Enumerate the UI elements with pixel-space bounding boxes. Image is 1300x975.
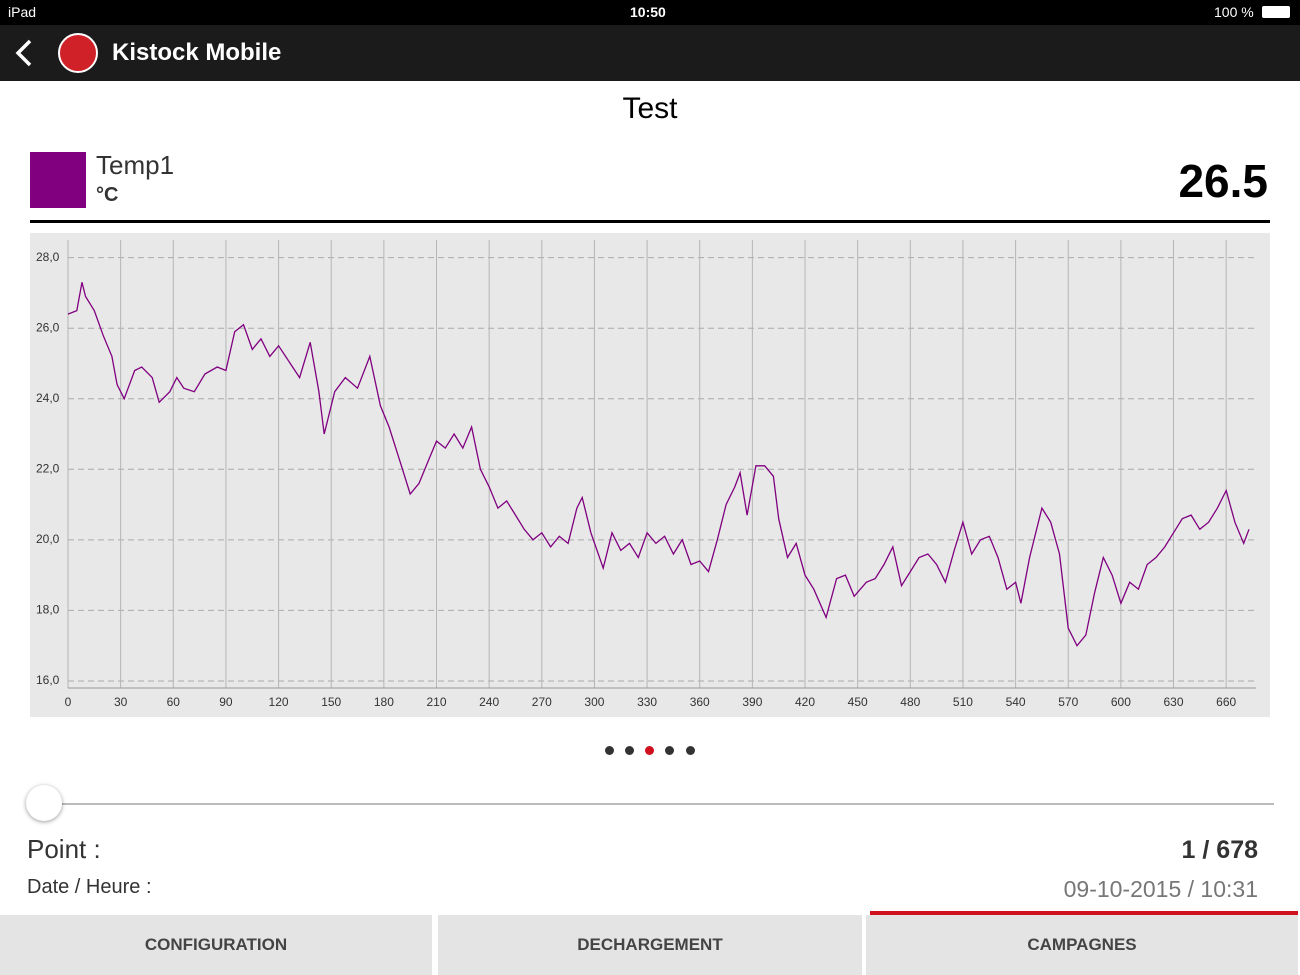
x-tick-label: 600 bbox=[1111, 695, 1131, 709]
x-tick-label: 150 bbox=[321, 695, 341, 709]
header: Kistock Mobile bbox=[0, 25, 1300, 81]
slider-thumb[interactable] bbox=[26, 785, 62, 821]
x-tick-label: 360 bbox=[690, 695, 710, 709]
page-dot[interactable] bbox=[625, 746, 634, 755]
x-tick-label: 330 bbox=[637, 695, 657, 709]
x-tick-label: 420 bbox=[795, 695, 815, 709]
status-bar: iPad 10:50 100 % bbox=[0, 0, 1300, 25]
legend-swatch bbox=[30, 152, 86, 208]
point-value: 1 / 678 bbox=[1181, 836, 1258, 864]
page-dot[interactable] bbox=[665, 746, 674, 755]
x-tick-label: 510 bbox=[953, 695, 973, 709]
current-value: 26.5 bbox=[1178, 155, 1268, 207]
x-tick-label: 660 bbox=[1216, 695, 1236, 709]
x-tick-label: 30 bbox=[114, 695, 128, 709]
page-dot[interactable] bbox=[686, 746, 695, 755]
x-tick-label: 480 bbox=[900, 695, 920, 709]
x-tick-label: 540 bbox=[1006, 695, 1026, 709]
slider-track bbox=[44, 803, 1274, 805]
page-dot-active[interactable] bbox=[645, 746, 654, 755]
divider bbox=[30, 220, 1270, 223]
x-tick-label: 120 bbox=[269, 695, 289, 709]
chart-background bbox=[30, 233, 1270, 717]
y-tick-label: 28,0 bbox=[36, 250, 60, 264]
y-tick-label: 22,0 bbox=[36, 461, 60, 475]
x-tick-label: 270 bbox=[532, 695, 552, 709]
x-tick-label: 90 bbox=[219, 695, 233, 709]
y-tick-label: 26,0 bbox=[36, 320, 60, 334]
battery: 100 % bbox=[1214, 4, 1254, 20]
unit: °C bbox=[96, 184, 119, 206]
page-dot[interactable] bbox=[605, 746, 614, 755]
app-title: Kistock Mobile bbox=[112, 39, 282, 66]
point-label: Point : bbox=[27, 834, 101, 864]
x-tick-label: 630 bbox=[1164, 695, 1184, 709]
series-line bbox=[67, 282, 1250, 647]
active-tab-indicator bbox=[870, 911, 1298, 915]
tab[interactable]: CAMPAGNES bbox=[866, 915, 1298, 975]
chart: 16,0 18,0 20,0 22,0 24,0 26,0 28,0 0 30 60 90 120 15… bbox=[30, 233, 1270, 717]
legend-label: Temp1 bbox=[96, 150, 175, 180]
date-label: Date / Heure : bbox=[27, 876, 152, 898]
tab[interactable]: DECHARGEMENT bbox=[434, 915, 866, 975]
y-tick-label: 24,0 bbox=[36, 391, 60, 405]
x-tick-label: 240 bbox=[479, 695, 499, 709]
device: iPad bbox=[8, 4, 37, 20]
x-tick-label: 0 bbox=[65, 695, 72, 709]
app-logo bbox=[58, 33, 98, 73]
y-tick-label: 16,0 bbox=[36, 673, 60, 687]
x-tick-label: 300 bbox=[584, 695, 604, 709]
x-tick-label: 210 bbox=[426, 695, 446, 709]
y-tick-label: 18,0 bbox=[36, 603, 60, 617]
y-tick-label: 20,0 bbox=[36, 532, 60, 546]
tab[interactable]: CONFIGURATION bbox=[0, 915, 432, 975]
x-tick-label: 570 bbox=[1058, 695, 1078, 709]
back-button[interactable] bbox=[12, 39, 36, 67]
date-value: 09-10-2015 / 10:31 bbox=[1063, 876, 1258, 902]
battery-icon bbox=[1262, 6, 1290, 18]
x-tick-label: 450 bbox=[848, 695, 868, 709]
time: 10:50 bbox=[630, 4, 666, 20]
x-tick-label: 180 bbox=[374, 695, 394, 709]
x-tick-label: 60 bbox=[167, 695, 181, 709]
x-tick-label: 390 bbox=[742, 695, 762, 709]
chart-title: Test bbox=[622, 92, 678, 125]
